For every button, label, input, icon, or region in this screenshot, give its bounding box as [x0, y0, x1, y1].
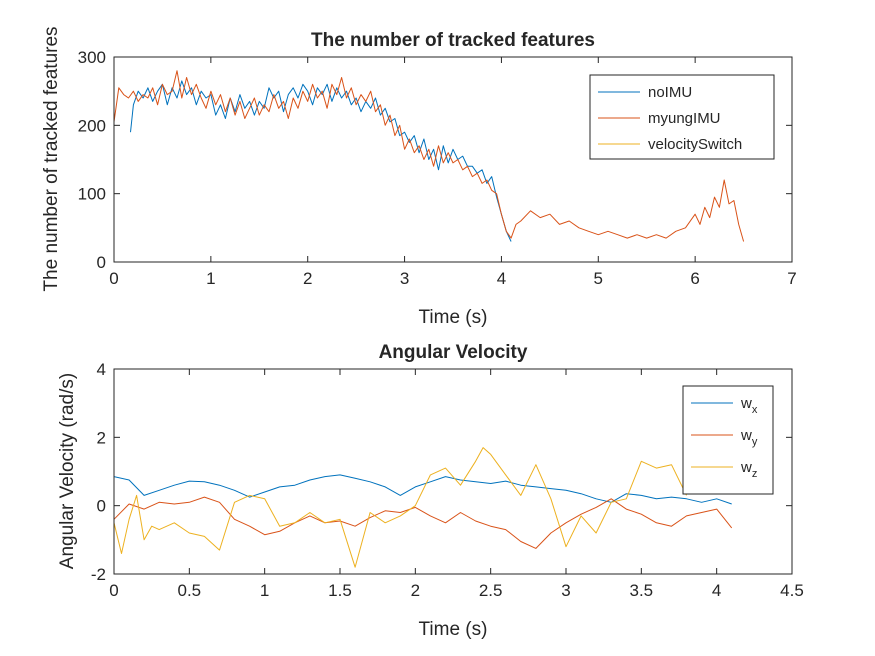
- plot-area-border: [113, 368, 793, 575]
- y-tick-label: 300: [78, 48, 106, 67]
- x-tick-label: 1.5: [328, 581, 352, 600]
- chart-title: Angular Velocity: [379, 342, 528, 363]
- y-tick-label: 4: [97, 360, 106, 379]
- legend-entry: velocitySwitch: [648, 136, 742, 153]
- x-tick-label: 2: [411, 581, 420, 600]
- x-axis-label: Time (s): [419, 307, 488, 328]
- x-tick-label: 2.5: [479, 581, 503, 600]
- tracked-features-chart: The number of tracked features Time (s) …: [41, 26, 797, 328]
- series-line-wx: [113, 474, 732, 505]
- series-line-wy: [113, 496, 733, 549]
- x-tick-label: 1: [260, 581, 269, 600]
- x-tick-label: 3: [561, 581, 570, 600]
- y-axis-label: The number of tracked features: [41, 26, 62, 291]
- y-tick-label: 100: [78, 185, 106, 204]
- x-tick-label: 6: [690, 269, 699, 288]
- y-axis-label: Angular Velocity (rad/s): [57, 373, 78, 569]
- x-axis-label: Time (s): [419, 619, 488, 640]
- legend: noIMU myungIMU velocitySwitch: [589, 74, 775, 160]
- x-tick-label: 0: [109, 269, 118, 288]
- chart-title: The number of tracked features: [311, 30, 595, 51]
- legend-subscript: x: [752, 404, 758, 416]
- x-tick-label: 3: [400, 269, 409, 288]
- x-tick-label: 2: [303, 269, 312, 288]
- y-tick-label: 0: [97, 253, 106, 272]
- plot-area-background: [114, 369, 792, 574]
- x-tick-label: 5: [594, 269, 603, 288]
- series-line-noimu: [130, 80, 512, 242]
- x-tick-label: 3.5: [630, 581, 654, 600]
- x-tick-label: 0: [109, 581, 118, 600]
- legend-box: [682, 385, 774, 495]
- legend-subscript: z: [752, 468, 758, 480]
- x-tick-label: 7: [787, 269, 796, 288]
- x-tick-label: 4: [712, 581, 721, 600]
- legend-subscript: y: [752, 436, 758, 448]
- y-tick-label: -2: [91, 565, 106, 584]
- legend-entry: noIMU: [648, 84, 692, 101]
- series-line-wz: [113, 447, 687, 568]
- x-tick-label: 4: [497, 269, 506, 288]
- y-tick-label: 200: [78, 116, 106, 135]
- series-lines: [113, 447, 733, 568]
- plot-area-border: [113, 56, 793, 263]
- legend-box: [589, 74, 775, 160]
- x-tick-label: 4.5: [780, 581, 804, 600]
- y-tick-label: 0: [97, 497, 106, 516]
- series-line-myungimu: [113, 70, 745, 242]
- x-tick-label: 0.5: [178, 581, 202, 600]
- legend-entry: myungIMU: [648, 110, 721, 127]
- x-tick-label: 1: [206, 269, 215, 288]
- angular-velocity-chart: Angular Velocity Time (s) Angular Veloci…: [57, 342, 804, 640]
- y-tick-label: 2: [97, 428, 106, 447]
